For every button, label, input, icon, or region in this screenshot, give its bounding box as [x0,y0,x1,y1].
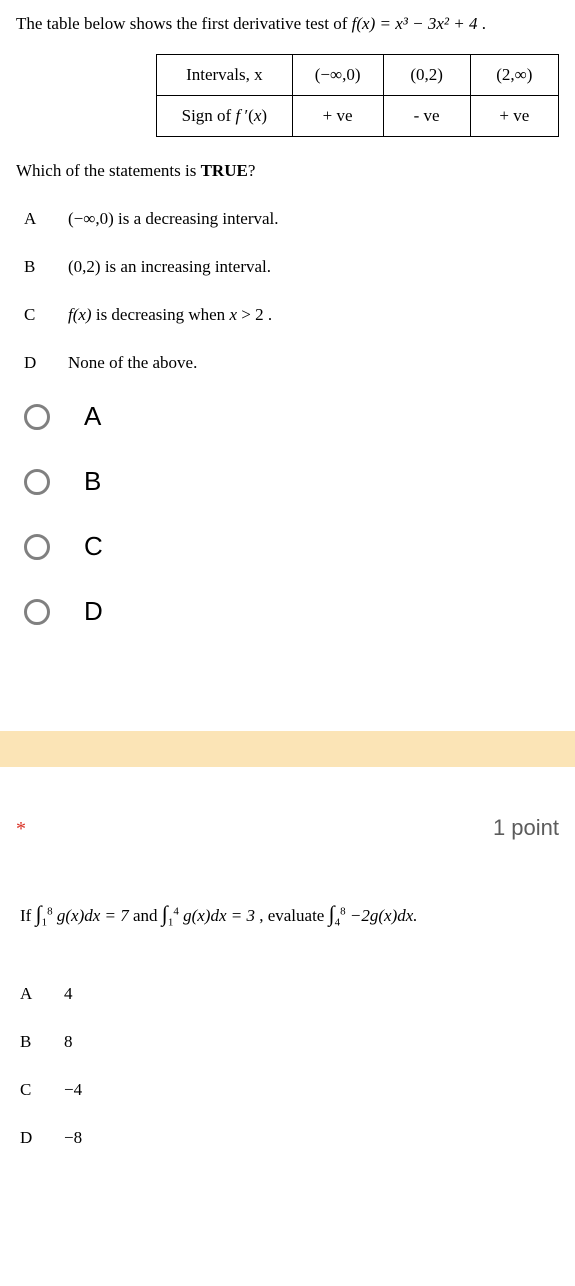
table-cell: (2,∞) [470,55,558,96]
option-text: (−∞,0) is a decreasing interval. [68,209,559,229]
table-cell: + ve [292,96,383,137]
q1-intro-text: The table below shows the first derivati… [16,14,352,33]
radio-icon[interactable] [24,599,50,625]
points-label: 1 point [493,815,559,841]
option-text: None of the above. [68,353,559,373]
q2-options: A 4 B 8 C −4 D −8 [0,984,575,1148]
option-label: A [16,209,68,229]
table-cell: + ve [470,96,558,137]
table-row1-head: Intervals, x [157,55,293,96]
q2-option-C: C −4 [20,1080,555,1100]
q2-option-A: A 4 [20,984,555,1004]
option-value: −8 [64,1128,82,1148]
radio-label: B [84,466,101,497]
option-label: D [16,353,68,373]
table-row2-head: Sign of f ′(x) [157,96,293,137]
option-label: D [20,1128,64,1148]
section-divider [0,731,575,767]
option-value: 8 [64,1032,73,1052]
q1-prompt: Which of the statements is TRUE? [16,161,559,181]
required-star-icon: * [16,818,26,841]
q1-fn-expr: f(x) = x³ − 3x² + 4 [352,14,478,33]
option-value: −4 [64,1080,82,1100]
q1-radio-C[interactable]: C [16,531,559,562]
radio-icon[interactable] [24,534,50,560]
option-text: (0,2) is an increasing interval. [68,257,559,277]
q1-radio-B[interactable]: B [16,466,559,497]
q2-header: * 1 point [0,815,575,841]
question-1: The table below shows the first derivati… [0,0,575,691]
radio-label: D [84,596,103,627]
radio-icon[interactable] [24,404,50,430]
q1-intro: The table below shows the first derivati… [16,14,559,34]
option-label: A [20,984,64,1004]
table-cell: (0,2) [383,55,470,96]
q1-radio-D[interactable]: D [16,596,559,627]
radio-icon[interactable] [24,469,50,495]
q2-option-D: D −8 [20,1128,555,1148]
derivative-table: Intervals, x (−∞,0) (0,2) (2,∞) Sign of … [156,54,559,137]
option-label: C [16,305,68,325]
radio-label: A [84,401,101,432]
option-value: 4 [64,984,73,1004]
radio-label: C [84,531,103,562]
table-cell: (−∞,0) [292,55,383,96]
option-label: B [20,1032,64,1052]
q2-stem: If ∫18 g(x)dx = 7 and ∫14 g(x)dx = 3 , e… [0,901,575,928]
q1-radio-A[interactable]: A [16,401,559,432]
q1-option-B: B (0,2) is an increasing interval. [16,257,559,277]
q2-option-B: B 8 [20,1032,555,1052]
q1-option-C: C f(x) is decreasing when x > 2 . [16,305,559,325]
q1-option-D: D None of the above. [16,353,559,373]
option-text: f(x) is decreasing when x > 2 . [68,305,559,325]
option-label: B [16,257,68,277]
q1-option-A: A (−∞,0) is a decreasing interval. [16,209,559,229]
option-label: C [20,1080,64,1100]
table-cell: - ve [383,96,470,137]
